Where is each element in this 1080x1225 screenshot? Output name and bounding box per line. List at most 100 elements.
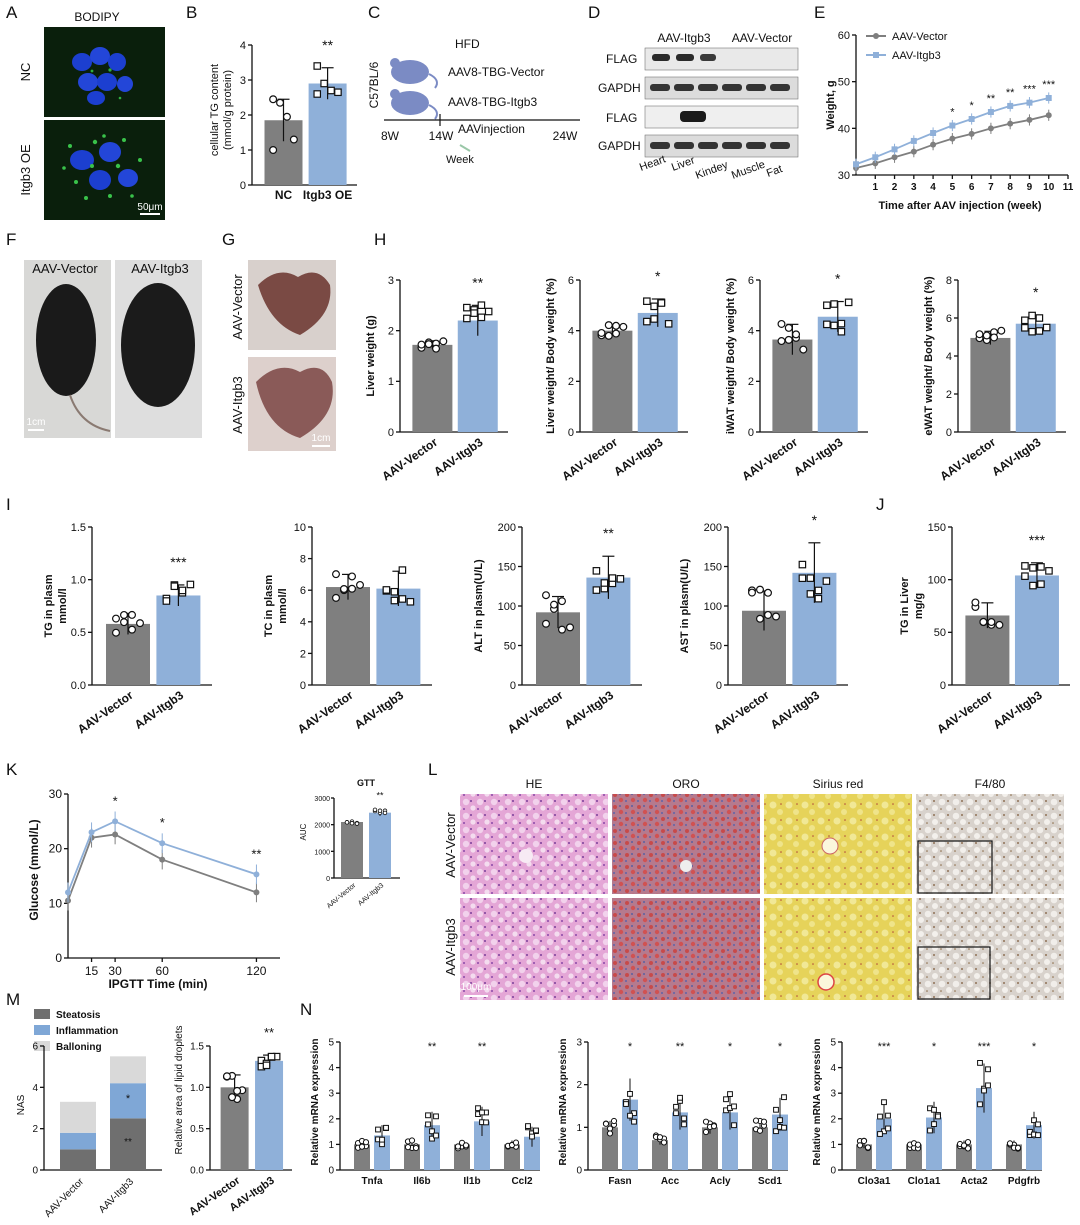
e-legend-marker — [873, 52, 879, 58]
e-point — [872, 160, 879, 167]
f480-vector-image — [916, 794, 1064, 894]
l-col-sirius: Sirius red — [813, 777, 864, 791]
n-significance: * — [1032, 1041, 1037, 1053]
h-chart-2-y-tick-label: 2 — [568, 376, 574, 388]
m-x-label: AAV-Vector — [43, 1176, 87, 1220]
b-ylabel-1: cellular TG content — [209, 64, 221, 156]
he-itgb3-image — [460, 898, 608, 1000]
h-chart-4-point — [1035, 314, 1044, 322]
i-chart-4-point — [822, 577, 831, 585]
h-chart-4-point — [1021, 316, 1029, 325]
h-chart-4-point — [997, 326, 1006, 335]
e-point — [987, 125, 994, 132]
k-ylabel: Glucose (mmol/L) — [27, 819, 41, 920]
i-chart-3-point — [549, 600, 558, 609]
n-gene-label: Il6b — [413, 1176, 430, 1187]
h-chart-1-point — [477, 313, 486, 322]
i-chart-4-point — [763, 588, 772, 597]
n-point — [425, 1112, 431, 1119]
e-point — [1007, 120, 1014, 127]
m2-chart-y-tick-label: 1.5 — [190, 1042, 204, 1053]
h-ylabel-1: Liver weight (g) — [365, 315, 377, 397]
h-chart-4-significance: * — [1033, 284, 1039, 300]
i-chart-1-point — [111, 628, 120, 637]
h-chart-4-bar — [1015, 323, 1056, 432]
e-y-tick-label: 60 — [838, 30, 850, 42]
i-chart-2-point — [332, 570, 341, 579]
k-y-tick-label: 0 — [55, 951, 62, 965]
n-point — [602, 1120, 610, 1127]
m-stack-segment — [60, 1149, 96, 1170]
k-point — [112, 818, 119, 825]
n-bar — [702, 1127, 718, 1170]
j-chart-y-tick-label: 50 — [934, 627, 946, 639]
i-chart-2-y-tick-label: 8 — [300, 553, 306, 565]
e-legend-marker — [873, 33, 879, 39]
b-chart-significance: ** — [322, 37, 333, 53]
j-chart-y-tick-label: 100 — [928, 575, 946, 587]
n-point — [1014, 1144, 1022, 1151]
n-point — [433, 1132, 439, 1139]
h-chart-3-point — [823, 320, 831, 329]
m2-chart-y-tick-label: 0.0 — [190, 1166, 204, 1177]
h-chart-3-point — [830, 300, 838, 308]
i-chart-3-point — [541, 591, 550, 600]
n-chart-1-y-tick-label: 5 — [328, 1038, 334, 1049]
h-chart-2-y-tick-label: 6 — [568, 275, 574, 287]
h-chart-4-x-label: AAV-Itgb3 — [989, 435, 1044, 479]
n-point — [960, 1142, 968, 1149]
m2-chart-point — [233, 1086, 242, 1095]
i-chart-3-y-tick-label: 150 — [498, 561, 516, 573]
n-gene-label: Clo3a1 — [858, 1176, 891, 1187]
i-chart-3-point — [557, 597, 566, 606]
h-chart-2-y-tick-label: 0 — [568, 427, 574, 439]
n-chart-3-y-tick-label: 4 — [830, 1063, 836, 1074]
panel-letter-h: H — [374, 230, 386, 249]
i-ylabel-4: AST in plasm(U/L) — [679, 558, 691, 653]
h-chart-3-y-tick-label: 4 — [748, 326, 754, 338]
i-chart-2-point — [398, 595, 407, 603]
j-chart-x-label: AAV-Vector — [934, 688, 995, 737]
m-chart-y-tick-label: 4 — [32, 1083, 38, 1094]
l-col-f480: F4/80 — [975, 777, 1006, 791]
n-point — [479, 1109, 485, 1116]
n-significance: ** — [676, 1041, 685, 1053]
liver-itgb3 — [256, 367, 333, 438]
i-chart-4-point — [798, 560, 807, 569]
n-point — [864, 1144, 872, 1151]
h-chart-2-x-label: AAV-Vector — [559, 435, 620, 484]
n-point — [623, 1101, 629, 1107]
h-chart-1-point — [463, 314, 471, 323]
n-chart-1-y-tick-label: 0 — [328, 1166, 334, 1177]
h-chart-2-point — [650, 315, 658, 323]
h-chart-3-point — [837, 319, 846, 328]
n-bar — [524, 1136, 540, 1170]
e-x-tick-label: 6 — [969, 182, 975, 193]
n-bar — [652, 1140, 668, 1170]
n-chart-2-y-tick-label: 1 — [576, 1123, 582, 1134]
n-point — [985, 1082, 991, 1089]
n-point — [454, 1143, 462, 1150]
n-point — [702, 1128, 710, 1136]
d-row-flag-1: FLAG — [606, 52, 637, 66]
n-point — [483, 1119, 489, 1126]
n-point — [529, 1133, 535, 1140]
n-point — [383, 1124, 389, 1131]
m2-chart-y-tick-label: 1.0 — [190, 1083, 204, 1094]
timeline-14w: 14W — [429, 129, 454, 143]
sirius-itgb3-image — [764, 898, 912, 1000]
i-chart-2-y-tick-label: 0 — [300, 680, 306, 692]
h-chart-4-point — [1042, 323, 1051, 332]
k-significance: * — [160, 815, 165, 830]
gtt-bar — [369, 812, 391, 878]
gtt-title: GTT — [357, 778, 375, 788]
i-chart-1-point — [119, 610, 128, 619]
e-point — [987, 109, 994, 115]
n-point — [627, 1112, 633, 1119]
n-point — [512, 1139, 520, 1146]
i-chart-1-y-tick-label: 0.5 — [71, 627, 86, 639]
n-point — [681, 1115, 687, 1122]
e-point — [1026, 99, 1033, 106]
b-chart-point — [269, 146, 278, 155]
d-row-gapdh-2: GAPDH — [598, 139, 641, 153]
